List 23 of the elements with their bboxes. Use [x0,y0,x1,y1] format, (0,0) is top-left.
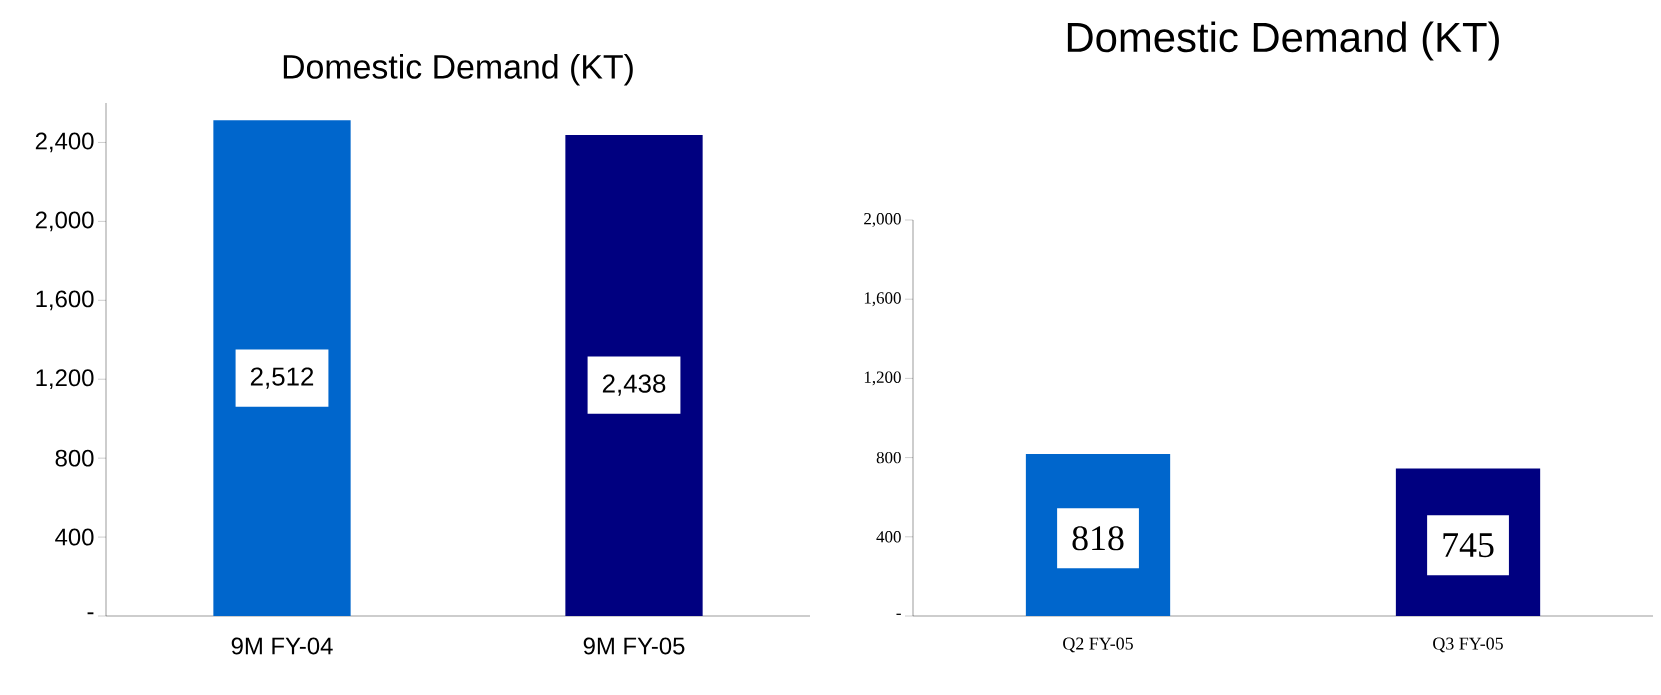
data-label: 2,438 [602,374,666,396]
y-tick-label: 1,600 [36,290,94,311]
y-tick-label: 800 [55,449,94,467]
chart-title: Domestic Demand (KT) [283,53,633,86]
data-label: 2,512 [250,367,314,389]
y-tick-label: 1,600 [864,292,901,307]
data-label: 745 [1443,533,1494,558]
y-tick-label: 400 [876,531,901,543]
x-tick-label: 9M FY-04 [231,637,333,655]
y-tick-label: 2,000 [864,213,901,227]
x-tick-label: Q2 FY-05 [1063,637,1133,653]
y-tick-label: 2,000 [35,211,94,232]
y-tick-label: 400 [55,528,94,546]
y-tick-label: 1,200 [864,371,901,386]
chart-title: Domestic Demand (KT) [1067,21,1499,61]
y-tick-label: - [87,612,94,615]
x-tick-label: 9M FY-05 [583,637,685,655]
x-tick-label: Q3 FY-05 [1433,637,1503,653]
y-tick-label: - [896,613,901,615]
y-tick-label: 1,200 [36,369,94,390]
y-tick-label: 2,400 [35,132,94,153]
data-label: 818 [1072,526,1124,551]
y-tick-label: 800 [876,451,901,464]
